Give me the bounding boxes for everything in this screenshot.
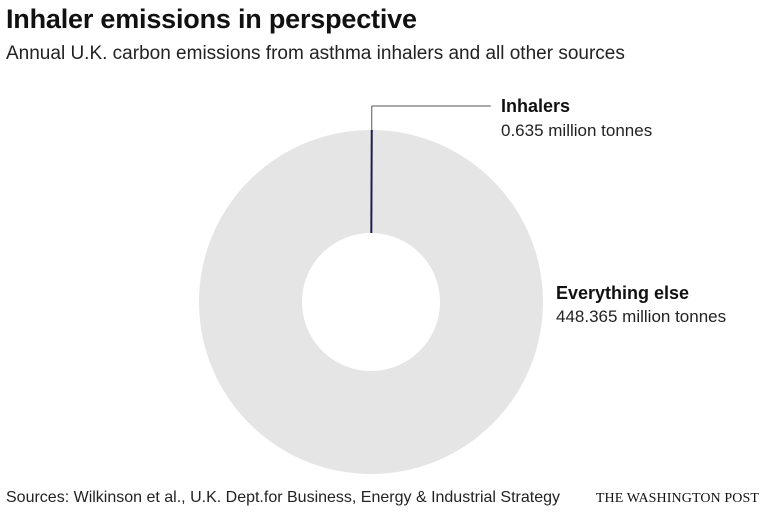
slice-value-inhalers: 0.635 million tonnes bbox=[501, 121, 652, 140]
donut-slices bbox=[199, 129, 544, 474]
chart-subtitle: Annual U.K. carbon emissions from asthma… bbox=[6, 43, 625, 64]
source-note: Sources: Wilkinson et al., U.K. Dept.for… bbox=[6, 489, 561, 506]
publisher-credit: THE WASHINGTON POST bbox=[595, 491, 759, 506]
slice-label-everything-else: Everything else bbox=[556, 283, 689, 303]
slice-value-everything-else: 448.365 million tonnes bbox=[556, 307, 726, 326]
slice-everything-else bbox=[199, 130, 544, 474]
chart-title: Inhaler emissions in perspective bbox=[6, 4, 417, 34]
slice-label-inhalers: Inhalers bbox=[501, 96, 570, 116]
